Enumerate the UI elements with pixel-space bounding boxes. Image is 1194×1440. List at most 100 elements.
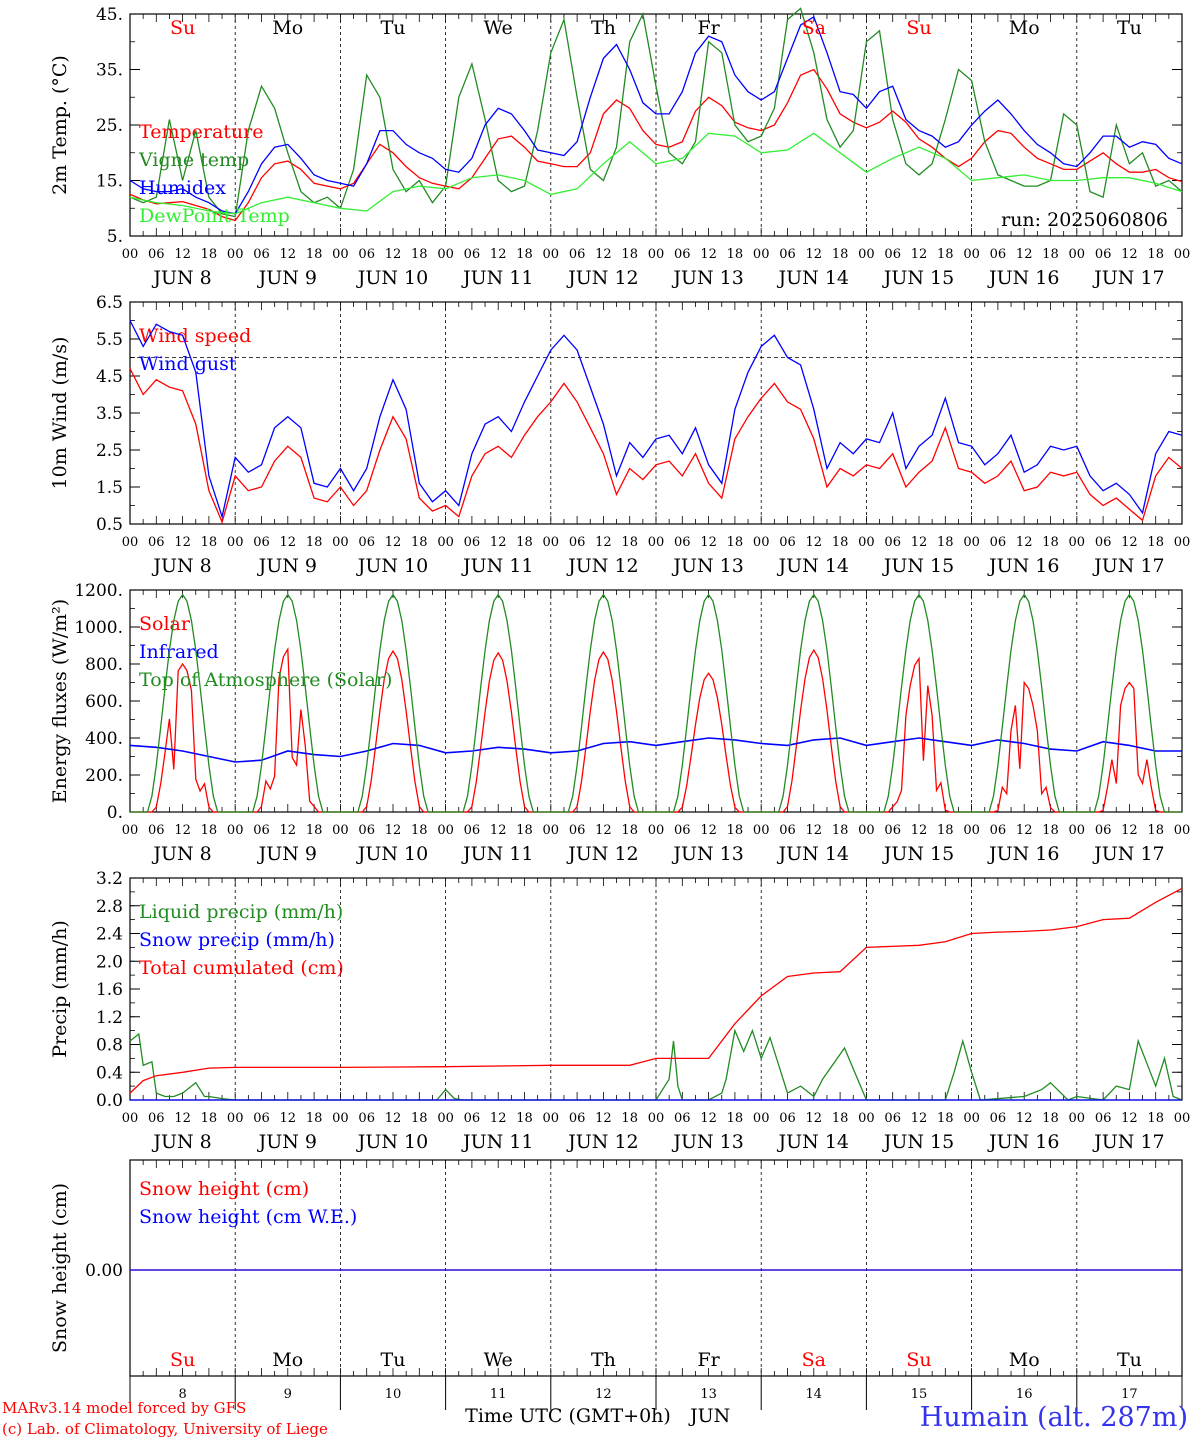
hour-label: 18: [1147, 1111, 1164, 1126]
hour-label: 12: [280, 247, 297, 262]
date-label: JUN 14: [777, 555, 849, 577]
hour-label: 00: [543, 1111, 560, 1126]
weekday-label: Mo: [1009, 1349, 1040, 1371]
hour-label: 12: [1121, 535, 1138, 550]
hour-label: 18: [306, 247, 323, 262]
date-label: JUN 9: [257, 267, 317, 289]
series-line-dewpoint-temp: [129, 132, 1183, 215]
hour-label: 00: [122, 823, 139, 838]
day-number-label: 17: [1121, 1387, 1138, 1402]
y-tick-label: 25.: [96, 116, 123, 136]
hour-label: 00: [753, 535, 770, 550]
y-tick-label: 2.5: [96, 441, 123, 461]
weekday-label: Mo: [272, 1349, 303, 1371]
hour-label: 18: [1042, 1111, 1059, 1126]
hour-label: 12: [490, 1111, 507, 1126]
hour-label: 06: [569, 1111, 586, 1126]
hour-label: 06: [464, 535, 481, 550]
weekday-label: Su: [170, 17, 195, 39]
hour-label: 18: [1042, 823, 1059, 838]
weekday-label: Th: [591, 1349, 616, 1371]
hour-label: 00: [963, 823, 980, 838]
meteogram-panels: 5. 15. 25. 35. 45. 2m Temp. (°C) Temperature Vi…: [49, 5, 1190, 1410]
hour-label: 12: [700, 535, 717, 550]
hour-label: 00: [543, 535, 560, 550]
y-tick-label: 2.8: [96, 897, 123, 917]
date-label: JUN 8: [151, 843, 211, 865]
hour-label: 12: [700, 247, 717, 262]
hour-label: 00: [437, 823, 454, 838]
hour-label: 12: [911, 823, 928, 838]
date-label: JUN 12: [566, 843, 638, 865]
hour-label: 00: [227, 535, 244, 550]
month-label: JUN: [688, 1405, 730, 1427]
y-tick-label: 1.6: [96, 980, 123, 1000]
hour-label: 18: [306, 823, 323, 838]
hour-label: 00: [122, 535, 139, 550]
hour-label: 00: [1069, 535, 1086, 550]
date-label: JUN 10: [356, 843, 428, 865]
hour-label: 12: [174, 823, 191, 838]
hour-label: 12: [595, 535, 612, 550]
hour-label: 06: [464, 1111, 481, 1126]
hour-label: 00: [227, 823, 244, 838]
hour-label: 00: [332, 1111, 349, 1126]
hour-label: 12: [1016, 247, 1033, 262]
hour-label: 12: [174, 1111, 191, 1126]
series-line-wind-speed: [129, 368, 1183, 525]
hour-label: 06: [464, 247, 481, 262]
hour-label: 12: [1016, 1111, 1033, 1126]
hour-label: 00: [122, 1111, 139, 1126]
day-number-label: 8: [178, 1387, 186, 1402]
hour-label: 06: [1095, 535, 1112, 550]
hour-label: 18: [727, 535, 744, 550]
date-label: JUN 17: [1092, 555, 1164, 577]
hour-label: 18: [937, 1111, 954, 1126]
date-label: JUN 16: [987, 1131, 1059, 1153]
y-tick-label: 2.0: [96, 952, 123, 972]
hour-label: 06: [358, 1111, 375, 1126]
series-line-wind-gust: [129, 320, 1183, 520]
weekday-label: We: [484, 17, 513, 39]
hour-label: 06: [569, 535, 586, 550]
chart-panel-snow: 0.00 Snow height (cm) Snow height (cm) Snow…: [49, 1159, 1183, 1410]
hour-label: 18: [937, 823, 954, 838]
day-number-label: 11: [490, 1387, 507, 1402]
hour-label: 12: [385, 535, 402, 550]
y-tick-label: 400.: [85, 729, 123, 749]
hour-label: 12: [911, 535, 928, 550]
station-name: Humain (alt. 287m): [920, 1402, 1188, 1433]
hour-label: 18: [727, 823, 744, 838]
weekday-label: Su: [170, 1349, 195, 1371]
date-label: JUN 8: [151, 555, 211, 577]
weekday-label: Th: [591, 17, 616, 39]
hour-label: 12: [490, 823, 507, 838]
weekday-label: Sa: [802, 1349, 826, 1371]
hour-label: 12: [1121, 1111, 1138, 1126]
hour-label: 12: [911, 247, 928, 262]
date-label: JUN 17: [1092, 267, 1164, 289]
hour-label: 00: [122, 247, 139, 262]
date-label: JUN 11: [461, 267, 533, 289]
hour-label: 06: [148, 1111, 165, 1126]
series-line-total-cumulated-cm-: [129, 887, 1183, 1094]
y-tick-label: 0.0: [96, 1091, 123, 1111]
hour-label: 12: [806, 247, 823, 262]
series-line-infrared: [129, 737, 1182, 763]
chart-panel-precip: 0.0 0.4 0.8 1.2 1.6 2.0 2.4 2.8 3.2 Precip (mm/h)…: [49, 869, 1190, 1153]
hour-label: 00: [963, 1111, 980, 1126]
weekday-label: Fr: [697, 1349, 720, 1371]
hour-label: 18: [832, 535, 849, 550]
weekday-label: Mo: [1009, 17, 1040, 39]
y-tick-label: 1200.: [74, 581, 123, 601]
series-line-vigne-temp: [129, 7, 1183, 218]
date-label: JUN 17: [1092, 1131, 1164, 1153]
date-label: JUN 13: [671, 555, 743, 577]
hour-label: 00: [1174, 535, 1191, 550]
hour-label: 18: [832, 1111, 849, 1126]
hour-label: 12: [280, 535, 297, 550]
y-axis-label: Energy fluxes (W/m²): [49, 599, 71, 803]
hour-label: 12: [806, 1111, 823, 1126]
hour-label: 00: [858, 1111, 875, 1126]
